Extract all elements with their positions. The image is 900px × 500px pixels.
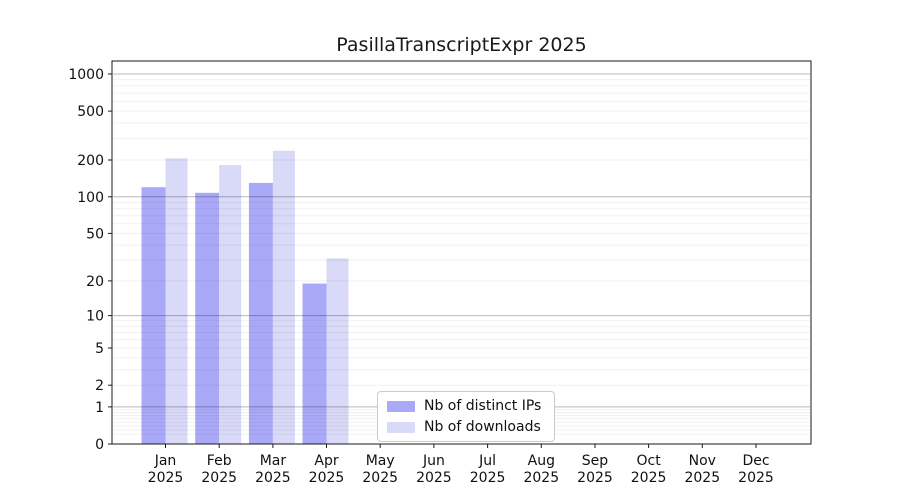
x-tick-label-year: 2025 [577, 470, 613, 486]
bar-jan-downloads [165, 158, 188, 444]
x-tick-label-month: Oct [636, 453, 661, 469]
x-tick-label-year: 2025 [631, 470, 667, 486]
y-tick-label: 500 [77, 104, 104, 120]
y-tick-label: 200 [77, 153, 104, 169]
x-tick-label-year: 2025 [416, 470, 452, 486]
legend-swatch-downloads [387, 421, 415, 433]
bar-jan-ips [141, 187, 166, 444]
x-tick-label-year: 2025 [309, 470, 345, 486]
x-tick-label-month: Sep [582, 453, 609, 469]
x-tick-label-year: 2025 [684, 470, 720, 486]
y-tick-label: 0 [95, 437, 104, 453]
x-tick-label-month: May [366, 453, 395, 469]
y-tick-label: 20 [86, 274, 104, 290]
x-tick-label-month: Dec [742, 453, 769, 469]
legend-entry-distinct-ips: Nb of distinct IPs [387, 397, 541, 415]
x-tick-label-year: 2025 [362, 470, 398, 486]
x-tick-label-month: Apr [314, 453, 338, 469]
x-tick-label-year: 2025 [148, 470, 184, 486]
bar-feb-downloads [219, 165, 242, 444]
legend-entry-downloads: Nb of downloads [387, 418, 541, 436]
x-tick-label-year: 2025 [255, 470, 291, 486]
bar-mar-ips [248, 182, 273, 444]
chart-title: PasillaTranscriptExpr 2025 [336, 34, 587, 56]
x-tick-label-year: 2025 [738, 470, 774, 486]
x-tick-label-month: Jan [154, 453, 177, 469]
x-tick-label-year: 2025 [201, 470, 237, 486]
x-tick-label-year: 2025 [523, 470, 559, 486]
y-tick-label: 100 [77, 190, 104, 206]
bar-mar-downloads [272, 150, 295, 444]
x-tick-label-year: 2025 [470, 470, 506, 486]
x-tick-label-month: Feb [207, 453, 232, 469]
x-tick-label-month: Aug [528, 453, 555, 469]
y-tick-label: 2 [95, 378, 104, 394]
legend-label-distinct-ips: Nb of distinct IPs [424, 398, 542, 414]
y-tick-label: 50 [86, 226, 104, 242]
bar-apr-downloads [326, 258, 349, 444]
legend-swatch-distinct-ips [387, 400, 415, 412]
x-tick-label-month: Nov [689, 453, 716, 469]
bar-feb-ips [195, 192, 220, 444]
legend-label-downloads: Nb of downloads [424, 419, 541, 435]
x-tick-label-month: Jul [478, 453, 496, 469]
legend: Nb of distinct IPs Nb of downloads [377, 391, 556, 442]
y-tick-label: 10 [86, 309, 104, 325]
x-tick-label-month: Jun [422, 453, 445, 469]
bar-apr-ips [302, 283, 327, 444]
y-tick-label: 1000 [68, 67, 104, 83]
y-tick-label: 1 [95, 400, 104, 416]
y-tick-label: 5 [95, 341, 104, 357]
x-tick-label-month: Mar [260, 453, 287, 469]
plot-border [111, 60, 812, 445]
